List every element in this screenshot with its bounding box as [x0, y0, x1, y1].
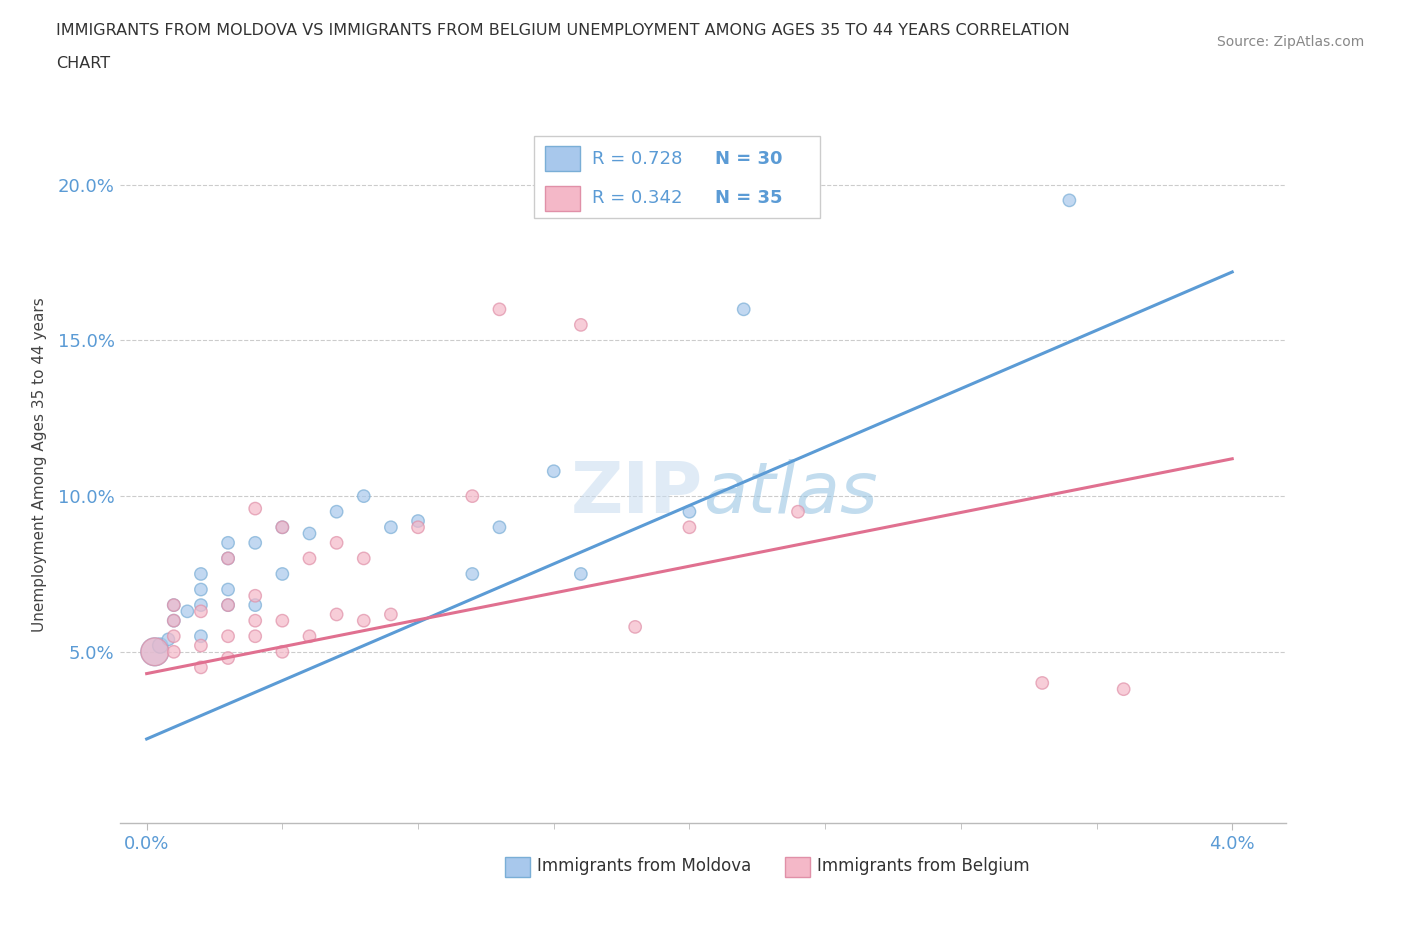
- Point: [245, 501, 267, 516]
- Point: [271, 520, 294, 535]
- Point: [271, 566, 294, 581]
- Point: [353, 613, 375, 628]
- Point: [143, 644, 166, 659]
- Text: CHART: CHART: [56, 56, 110, 71]
- Point: [163, 629, 186, 644]
- Point: [217, 629, 239, 644]
- Text: IMMIGRANTS FROM MOLDOVA VS IMMIGRANTS FROM BELGIUM UNEMPLOYMENT AMONG AGES 35 TO: IMMIGRANTS FROM MOLDOVA VS IMMIGRANTS FR…: [56, 23, 1070, 38]
- Point: [1031, 675, 1053, 690]
- Point: [298, 526, 321, 541]
- Point: [787, 504, 810, 519]
- Point: [488, 520, 510, 535]
- Point: [271, 613, 294, 628]
- Point: [217, 551, 239, 565]
- Point: [190, 604, 212, 618]
- Point: [461, 488, 484, 503]
- Point: [406, 513, 429, 528]
- Point: [190, 638, 212, 653]
- Y-axis label: Unemployment Among Ages 35 to 44 years: Unemployment Among Ages 35 to 44 years: [31, 298, 46, 632]
- Bar: [785, 857, 810, 877]
- Point: [217, 598, 239, 613]
- Point: [163, 644, 186, 659]
- Point: [1059, 193, 1081, 207]
- Point: [245, 589, 267, 604]
- Text: Source: ZipAtlas.com: Source: ZipAtlas.com: [1216, 35, 1364, 49]
- Point: [624, 619, 647, 634]
- Point: [163, 613, 186, 628]
- Bar: [546, 146, 581, 171]
- Point: [190, 660, 212, 675]
- Point: [217, 551, 239, 565]
- Point: [298, 629, 321, 644]
- Point: [163, 598, 186, 613]
- Point: [163, 613, 186, 628]
- Point: [461, 566, 484, 581]
- Point: [488, 302, 510, 317]
- Point: [271, 520, 294, 535]
- Point: [380, 520, 402, 535]
- Point: [143, 644, 166, 659]
- Point: [217, 651, 239, 666]
- Bar: [546, 186, 581, 211]
- Point: [271, 644, 294, 659]
- Point: [325, 536, 347, 551]
- Point: [190, 582, 212, 597]
- Point: [149, 638, 172, 653]
- Point: [217, 598, 239, 613]
- Point: [217, 536, 239, 551]
- Point: [245, 613, 267, 628]
- Point: [678, 504, 700, 519]
- Point: [678, 520, 700, 535]
- Point: [569, 566, 592, 581]
- Point: [298, 551, 321, 565]
- Point: [325, 607, 347, 622]
- Point: [353, 488, 375, 503]
- Point: [569, 317, 592, 332]
- Point: [543, 464, 565, 479]
- Point: [157, 631, 180, 646]
- Text: Immigrants from Moldova: Immigrants from Moldova: [537, 857, 752, 875]
- Point: [163, 598, 186, 613]
- Point: [176, 604, 198, 618]
- Point: [353, 551, 375, 565]
- Text: atlas: atlas: [703, 459, 877, 528]
- Text: Immigrants from Belgium: Immigrants from Belgium: [817, 857, 1031, 875]
- Point: [190, 598, 212, 613]
- Text: R = 0.728: R = 0.728: [592, 150, 682, 168]
- Point: [380, 607, 402, 622]
- Text: N = 35: N = 35: [714, 189, 782, 207]
- FancyBboxPatch shape: [534, 136, 820, 218]
- Text: ZIP: ZIP: [571, 459, 703, 528]
- Point: [190, 566, 212, 581]
- Point: [406, 520, 429, 535]
- Point: [245, 598, 267, 613]
- Point: [190, 629, 212, 644]
- Text: R = 0.342: R = 0.342: [592, 189, 683, 207]
- Point: [1112, 682, 1135, 697]
- Text: N = 30: N = 30: [714, 150, 782, 168]
- Point: [245, 536, 267, 551]
- Point: [217, 582, 239, 597]
- Bar: [505, 857, 530, 877]
- Point: [245, 629, 267, 644]
- Point: [325, 504, 347, 519]
- Point: [733, 302, 755, 317]
